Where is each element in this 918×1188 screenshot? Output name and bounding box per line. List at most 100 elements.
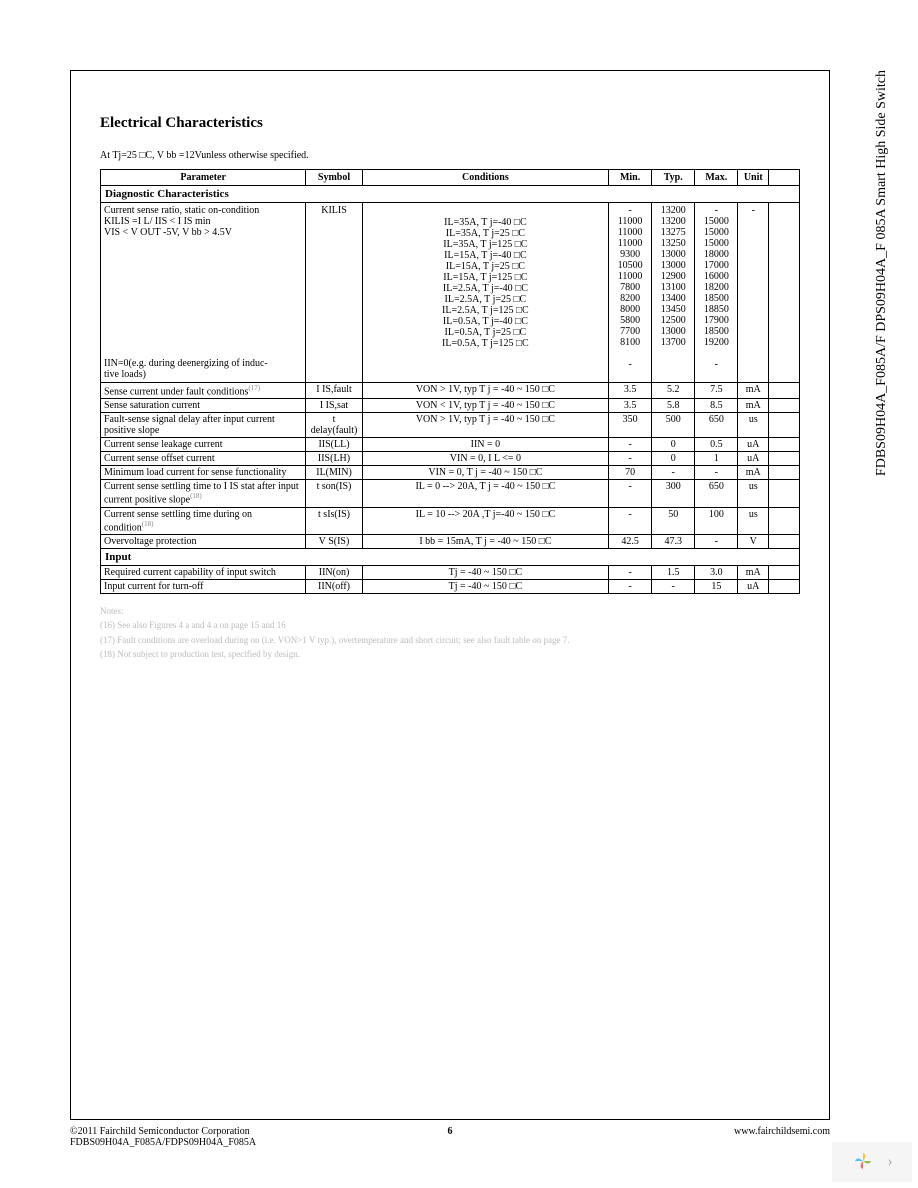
cell-param: Input current for turn-off — [101, 579, 306, 593]
cell-cond: VIN = 0, T j = -40 ~ 150 □C — [362, 466, 608, 480]
cell-min: - — [609, 480, 652, 507]
subtitle-prefix: At Tj=25 — [100, 150, 139, 161]
header-blank — [769, 170, 800, 186]
cell-blank — [769, 413, 800, 438]
value-line: 17900 — [698, 315, 734, 326]
cell-symbol: t sIs(IS) — [306, 507, 362, 534]
footnote-ref: (17) — [248, 384, 260, 392]
param-line-1: Current sense ratio, static on-condition — [104, 205, 302, 216]
cell-typ: 5.2 — [652, 383, 695, 399]
page-content: Electrical Characteristics At Tj=25 C, V… — [100, 115, 800, 662]
param-line-5: tive loads) — [104, 369, 302, 380]
row-sense-ratio: Current sense ratio, static on-condition… — [101, 203, 800, 383]
table-row: Overvoltage protectionV S(IS)I bb = 15mA… — [101, 534, 800, 548]
header-unit: Unit — [738, 170, 769, 186]
cell-max: 7.5 — [695, 383, 738, 399]
param-spacer — [104, 238, 302, 358]
cell-blank — [769, 466, 800, 480]
value-line: 5800 — [612, 315, 648, 326]
cell-unit: uA — [738, 438, 769, 452]
cell-cond: IL = 10 --> 20A ,T j=-40 ~ 150 □C — [362, 507, 608, 534]
cell-param: Sense saturation current — [101, 399, 306, 413]
subtitle-suffix: C, V bb =12Vunless otherwise specified. — [145, 150, 308, 161]
cell-symbol: t delay(fault) — [306, 413, 362, 438]
header-min: Min. — [609, 170, 652, 186]
cell-param: Overvoltage protection — [101, 534, 306, 548]
section-input: Input — [101, 548, 800, 565]
value-line — [655, 359, 691, 370]
cell-cond: IIN = 0 — [362, 438, 608, 452]
param-line-3: VIS < V OUT -5V, V bb > 4.5V — [104, 227, 302, 238]
cell-cond: VIN = 0, I L <= 0 — [362, 452, 608, 466]
table-row: Sense current under fault conditions(17)… — [101, 383, 800, 399]
cond-line: IL=35A, T j=125 □C — [366, 239, 605, 250]
cell-symbol: I IS,sat — [306, 399, 362, 413]
cell-unit: V — [738, 534, 769, 548]
condition-note: At Tj=25 C, V bb =12Vunless otherwise sp… — [100, 150, 800, 161]
table-row: Current sense settling time to I IS stat… — [101, 480, 800, 507]
cell-unit: mA — [738, 466, 769, 480]
footer-left: ©2011 Fairchild Semiconductor Corporatio… — [70, 1126, 256, 1148]
value-line: 8100 — [612, 337, 648, 348]
value-line: 11000 — [612, 238, 648, 249]
footnote-ref: (18) — [142, 520, 154, 528]
cond-line: IL=15A, T j=-40 □C — [366, 250, 605, 261]
cell-symbol: IIS(LH) — [306, 452, 362, 466]
value-line: 15000 — [698, 238, 734, 249]
header-max: Max. — [695, 170, 738, 186]
value-line: 13000 — [655, 249, 691, 260]
cell-cond: Tj = -40 ~ 150 □C — [362, 565, 608, 579]
value-line: 13000 — [655, 260, 691, 271]
cell-symbol: IIN(on) — [306, 565, 362, 579]
cell-min: 3.5 — [609, 383, 652, 399]
cell-min: - — [609, 452, 652, 466]
value-line: 8200 — [612, 293, 648, 304]
value-line: 13700 — [655, 337, 691, 348]
cell-typ: 0 — [652, 452, 695, 466]
cell-unit: uA — [738, 579, 769, 593]
cell-blank — [769, 399, 800, 413]
cell-min: - — [609, 579, 652, 593]
cond-line: IL=2.5A, T j=125 □C — [366, 305, 605, 316]
value-line: 17000 — [698, 260, 734, 271]
cell-unit: - — [738, 203, 769, 383]
cell-cond: I bb = 15mA, T j = -40 ~ 150 □C — [362, 534, 608, 548]
cell-blank — [769, 383, 800, 399]
cell-symbol: I IS,fault — [306, 383, 362, 399]
table-row: Sense saturation currentI IS,satVON < 1V… — [101, 399, 800, 413]
section-input-label: Input — [101, 548, 800, 565]
cell-symbol: KILIS — [306, 203, 362, 383]
table-row: Required current capability of input swi… — [101, 565, 800, 579]
value-line: 18500 — [698, 293, 734, 304]
table-row: Minimum load current for sense functiona… — [101, 466, 800, 480]
cell-max: 0.5 — [695, 438, 738, 452]
value-line: 18000 — [698, 249, 734, 260]
cell-param: Sense current under fault conditions(17) — [101, 383, 306, 399]
cell-symbol: t son(IS) — [306, 480, 362, 507]
value-line: 11000 — [612, 227, 648, 238]
cond-line: IL=35A, T j=25 □C — [366, 228, 605, 239]
header-typ: Typ. — [652, 170, 695, 186]
cell-symbol: V S(IS) — [306, 534, 362, 548]
cell-param: Required current capability of input swi… — [101, 565, 306, 579]
cond-line: IL=35A, T j=-40 □C — [366, 217, 605, 228]
next-page-arrow[interactable]: › — [887, 1153, 892, 1171]
cond-line: IL=15A, T j=25 □C — [366, 261, 605, 272]
cell-max: 3.0 — [695, 565, 738, 579]
flower-icon[interactable] — [851, 1149, 875, 1176]
note-18: (18) Not subject to production test, spe… — [100, 647, 800, 661]
header-conditions: Conditions — [362, 170, 608, 186]
cell-typ: 1320013200132751325013000130001290013100… — [652, 203, 695, 383]
cell-min: - — [609, 438, 652, 452]
cell-max: - — [695, 466, 738, 480]
note-17: (17) Fault conditions are overload durin… — [100, 633, 800, 647]
footer-copyright: ©2011 Fairchild Semiconductor Corporatio… — [70, 1126, 256, 1137]
value-line: 13200 — [655, 216, 691, 227]
cond-line: IL=0.5A, T j=25 □C — [366, 327, 605, 338]
cell-symbol: IIN(off) — [306, 579, 362, 593]
cell-blank — [769, 507, 800, 534]
value-line: 10500 — [612, 260, 648, 271]
cond-line: IL=2.5A, T j=25 □C — [366, 294, 605, 305]
cell-blank — [769, 534, 800, 548]
value-line: 13200 — [655, 205, 691, 216]
